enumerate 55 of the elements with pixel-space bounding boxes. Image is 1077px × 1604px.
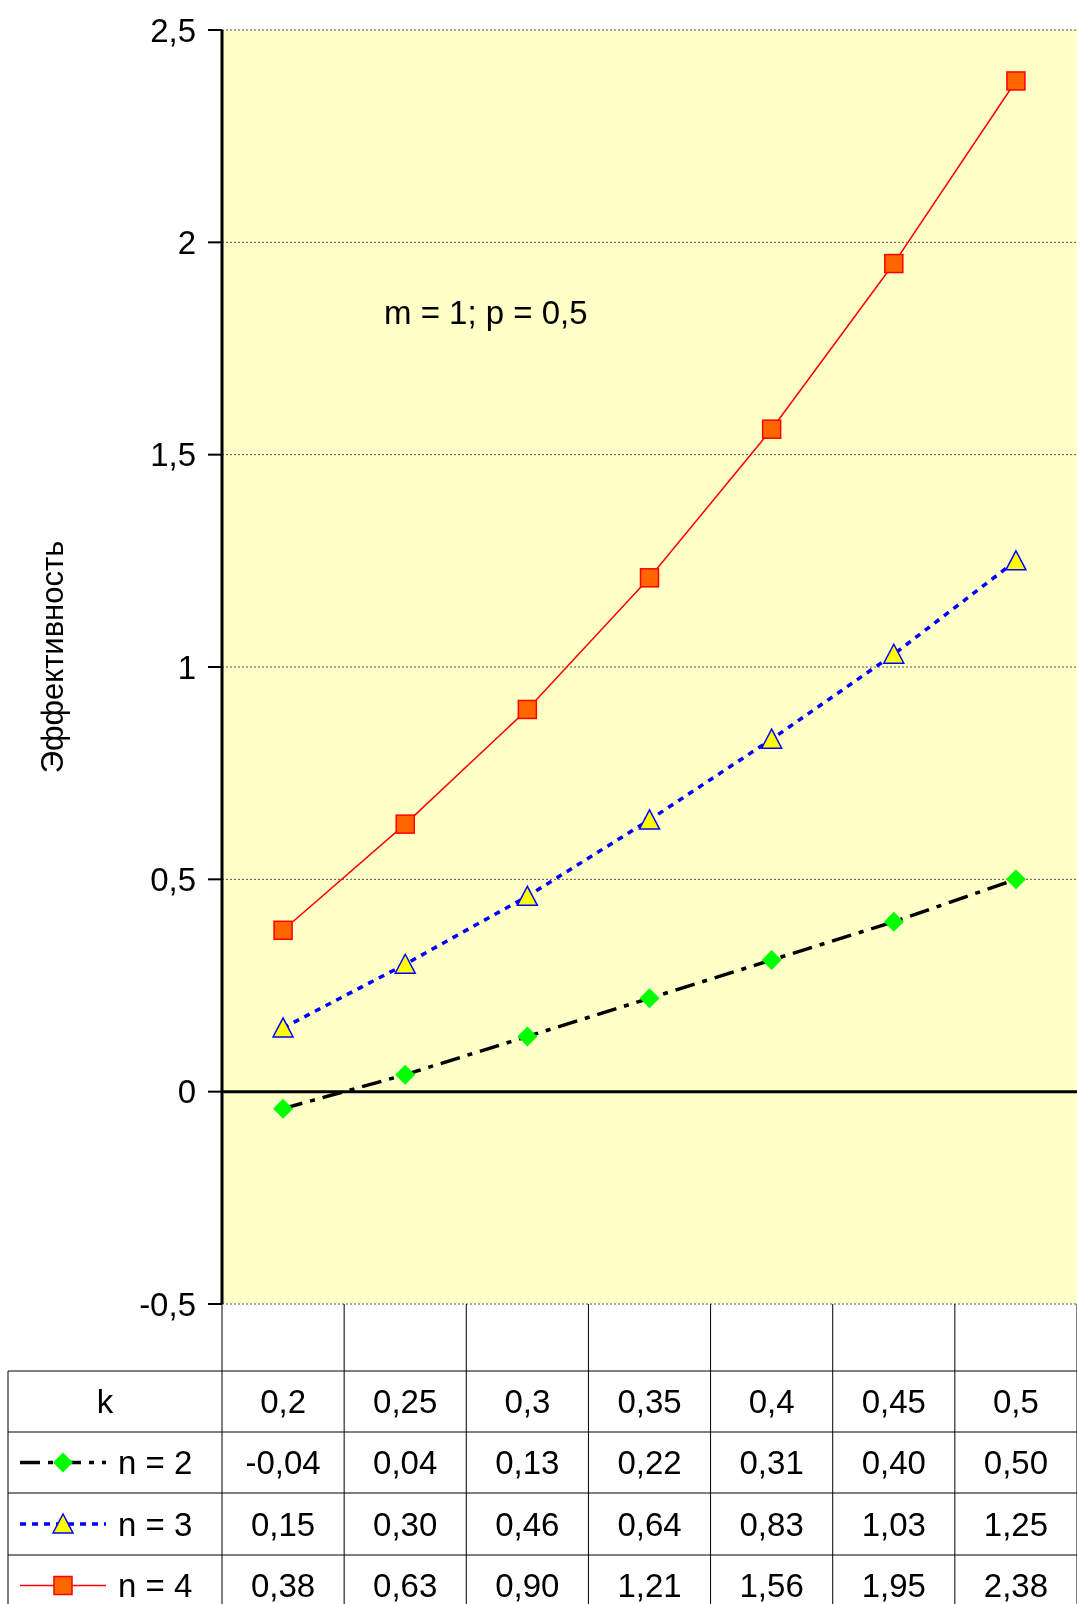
y-tick-label: 2 [177,223,196,261]
point [516,885,539,907]
data-label: 1,03 [861,1505,926,1543]
data-label: 0,90 [495,1567,560,1604]
point [272,1017,294,1038]
y-tick-label: 0 [177,1073,196,1111]
data-label: 0,04 [373,1444,438,1481]
x-axis-title: k [96,1383,114,1420]
data-label: 0,30 [373,1505,438,1543]
y-tick-label: 2,5 [150,11,196,49]
data-label: 0,15 [250,1505,316,1543]
point [639,568,660,588]
data-label: 1,21 [617,1567,682,1604]
point [884,253,904,274]
data-label: 0,83 [739,1505,804,1543]
data-label: 2,38 [983,1567,1049,1604]
point [517,699,538,720]
y-tick-label: 0,5 [150,860,196,898]
data-label: 0,22 [617,1444,682,1481]
point [395,814,415,834]
data-label: 1,95 [861,1567,926,1604]
point [883,643,905,665]
y-axis-title: Эффективность [34,540,70,774]
x-tick-label: 0,25 [373,1383,438,1420]
point [638,809,661,830]
point [1005,550,1027,571]
data-label: 1,25 [983,1505,1049,1543]
x-tick-label: 0,45 [861,1383,926,1420]
data-label: 0,46 [495,1505,560,1543]
data-label: 0,31 [739,1444,804,1481]
x-tick-label: 0,2 [260,1383,307,1420]
annotation: m = 1; p = 0,5 [384,293,588,331]
data-label: 0,63 [373,1567,438,1604]
point [761,419,782,439]
point [760,728,783,749]
x-tick-label: 0,4 [748,1383,795,1420]
data-label: 0,13 [495,1444,560,1481]
x-tick-label: 0,35 [617,1383,682,1420]
data-label: 0,38 [250,1567,316,1604]
y-tick-label: -0,5 [139,1285,196,1323]
point [394,953,416,975]
data-label: 0,50 [983,1444,1049,1481]
point [1006,71,1026,91]
data-label: -0,04 [245,1444,321,1481]
data-label: 0,40 [861,1444,926,1481]
legend-label: n = 4 [118,1567,193,1604]
y-tick-label: 1,5 [150,436,196,474]
legend-label: n = 3 [118,1505,193,1543]
x-tick-label: 0,3 [504,1383,551,1420]
y-tick-label: 1 [177,648,196,686]
data-label: 1,56 [739,1567,804,1604]
data-label: 0,64 [617,1505,682,1543]
legend-label: n = 2 [118,1444,193,1481]
point [273,920,293,941]
x-tick-label: 0,5 [992,1383,1039,1420]
